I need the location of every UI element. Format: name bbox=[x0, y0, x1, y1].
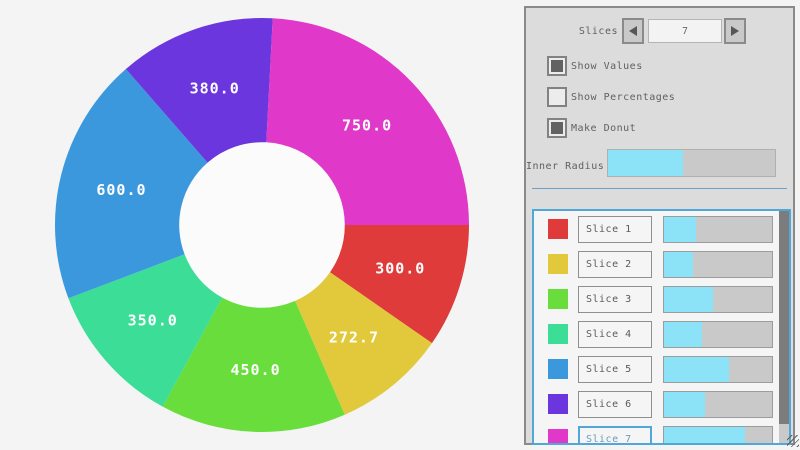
slice-value-slider[interactable] bbox=[663, 251, 773, 278]
slice-slider-fill bbox=[664, 287, 713, 312]
slice-name-field[interactable]: Slice 4 bbox=[578, 321, 652, 348]
slices-spinner-label: Slices bbox=[578, 26, 618, 37]
slice-name-field[interactable]: Slice 7 bbox=[578, 426, 652, 443]
pie-slice-1[interactable] bbox=[329, 225, 469, 344]
slice-slider-fill bbox=[664, 427, 745, 443]
pie-slice-3[interactable] bbox=[162, 297, 345, 432]
slice-row-2: Slice 2 bbox=[534, 251, 789, 278]
pie-slice-6[interactable] bbox=[125, 18, 273, 163]
slice-row-7: Slice 7 bbox=[534, 426, 789, 443]
slice-value-label: 750.0 bbox=[342, 116, 392, 134]
slice-slider-fill bbox=[664, 357, 729, 382]
donut-chart-svg: 300.0 272.7 450.0 350.0 600.0 380.0 750.0 bbox=[55, 18, 469, 432]
resize-grip-icon[interactable] bbox=[787, 435, 799, 447]
slice-value-slider[interactable] bbox=[663, 356, 773, 383]
pie-slice-7[interactable] bbox=[266, 18, 469, 225]
slice-list: Slice 1 Slice 2 Slice 3 Slice 4 Slice 5 Slice… bbox=[532, 209, 791, 445]
slice-color-swatch[interactable] bbox=[548, 394, 568, 414]
pie-slice-2[interactable] bbox=[295, 272, 432, 415]
checkbox-fill bbox=[551, 91, 563, 103]
slice-value-slider[interactable] bbox=[663, 321, 773, 348]
slice-name-field[interactable]: Slice 3 bbox=[578, 286, 652, 313]
slice-slider-fill bbox=[664, 217, 697, 242]
separator-line bbox=[532, 188, 787, 189]
show-percentages-checkbox[interactable] bbox=[547, 87, 567, 107]
show-values-checkbox-row[interactable]: Show Values bbox=[547, 56, 675, 76]
slice-value-slider[interactable] bbox=[663, 426, 773, 443]
slice-name-field[interactable]: Slice 2 bbox=[578, 251, 652, 278]
slice-color-swatch[interactable] bbox=[548, 254, 568, 274]
slice-value-label: 450.0 bbox=[230, 361, 280, 379]
donut-chart: 300.0 272.7 450.0 350.0 600.0 380.0 750.0 bbox=[55, 18, 469, 432]
slice-value-slider[interactable] bbox=[663, 286, 773, 313]
slice-row-6: Slice 6 bbox=[534, 391, 789, 418]
slice-row-4: Slice 4 bbox=[534, 321, 789, 348]
make-donut-checkbox[interactable] bbox=[547, 118, 567, 138]
slice-row-3: Slice 3 bbox=[534, 286, 789, 313]
checkbox-fill bbox=[551, 122, 563, 134]
list-scrollbar[interactable] bbox=[779, 211, 789, 443]
slice-value-label: 350.0 bbox=[128, 311, 178, 329]
checkbox-fill bbox=[551, 60, 563, 72]
slice-name-field[interactable]: Slice 5 bbox=[578, 356, 652, 383]
slice-value-label: 272.7 bbox=[329, 328, 379, 346]
slice-slider-fill bbox=[664, 252, 694, 277]
slice-name-field[interactable]: Slice 6 bbox=[578, 391, 652, 418]
slice-value-slider[interactable] bbox=[663, 391, 773, 418]
slice-slider-fill bbox=[664, 392, 706, 417]
slices-decrement-button[interactable] bbox=[622, 18, 644, 44]
inner-radius-label: Inner Radius bbox=[526, 161, 605, 172]
show-percentages-label: Show Percentages bbox=[571, 91, 676, 103]
pie-slice-5[interactable] bbox=[55, 69, 208, 299]
slice-value-slider[interactable] bbox=[663, 216, 773, 243]
show-percentages-checkbox-row[interactable]: Show Percentages bbox=[547, 87, 675, 107]
settings-panel: Slices 7 Show Values Show Percentages Ma… bbox=[524, 6, 799, 447]
checkbox-group: Show Values Show Percentages Make Donut bbox=[547, 56, 675, 149]
slices-value: 7 bbox=[681, 25, 689, 37]
slice-name-field[interactable]: Slice 1 bbox=[578, 216, 652, 243]
scrollbar-thumb[interactable] bbox=[779, 211, 789, 425]
inner-radius-slider-fill bbox=[608, 150, 684, 176]
show-values-label: Show Values bbox=[571, 60, 643, 72]
slice-color-swatch[interactable] bbox=[548, 289, 568, 309]
slice-row-1: Slice 1 bbox=[534, 216, 789, 243]
slice-value-label: 300.0 bbox=[375, 260, 425, 278]
slice-slider-fill bbox=[664, 322, 702, 347]
slice-color-swatch[interactable] bbox=[548, 429, 568, 443]
inner-radius-slider[interactable] bbox=[607, 149, 776, 177]
slices-increment-button[interactable] bbox=[724, 18, 746, 44]
slice-value-label: 380.0 bbox=[190, 79, 240, 97]
left-arrow-icon bbox=[629, 26, 637, 36]
slices-value-box[interactable]: 7 bbox=[648, 19, 722, 43]
make-donut-label: Make Donut bbox=[571, 122, 637, 134]
slice-row-5: Slice 5 bbox=[534, 356, 789, 383]
right-arrow-icon bbox=[731, 26, 739, 36]
show-values-checkbox[interactable] bbox=[547, 56, 567, 76]
donut-hole bbox=[179, 142, 345, 308]
slice-color-swatch[interactable] bbox=[548, 359, 568, 379]
slice-value-label: 600.0 bbox=[96, 181, 146, 199]
pie-slice-4[interactable] bbox=[68, 254, 223, 407]
make-donut-checkbox-row[interactable]: Make Donut bbox=[547, 118, 675, 138]
slice-color-swatch[interactable] bbox=[548, 219, 568, 239]
slice-color-swatch[interactable] bbox=[548, 324, 568, 344]
